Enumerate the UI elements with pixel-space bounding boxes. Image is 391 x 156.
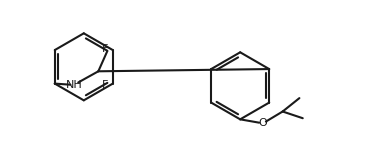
Text: NH: NH <box>65 80 82 90</box>
Text: F: F <box>102 44 108 54</box>
Text: O: O <box>258 118 267 128</box>
Text: F: F <box>102 80 108 90</box>
